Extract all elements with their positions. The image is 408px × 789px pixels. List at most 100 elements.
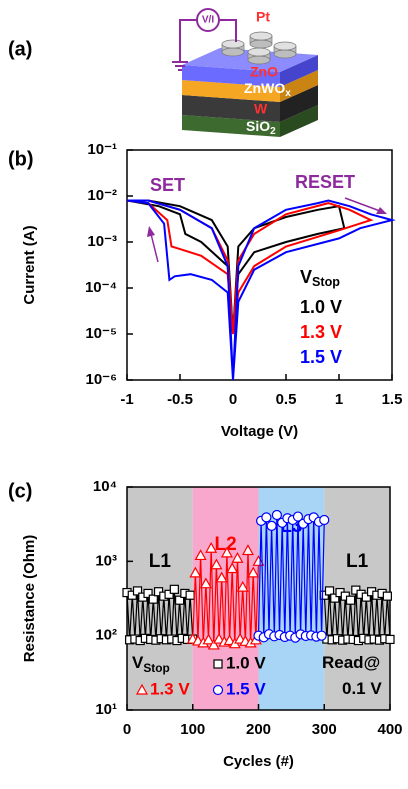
x-tick-label: 1 [335, 391, 343, 408]
x-tick-label: 1.5 [382, 391, 403, 408]
layer [280, 105, 318, 137]
x-tick-label: 0 [229, 391, 237, 408]
layer-label: ZnO [250, 64, 278, 80]
data-point [345, 595, 356, 605]
annotation: 0.1 V [342, 679, 382, 698]
data-point [236, 580, 249, 592]
layer [280, 70, 318, 102]
y-tick-label: 10⁻¹ [87, 141, 117, 158]
series-line [126, 199, 396, 381]
data-point [241, 544, 254, 556]
data-point [199, 577, 212, 589]
legend-marker [135, 683, 149, 695]
x-tick-label: -0.5 [167, 391, 193, 408]
data-point [223, 634, 236, 646]
annotation: 0.1 V [342, 679, 382, 698]
y-tick-label: 10⁻⁵ [85, 325, 117, 342]
data-point [231, 552, 244, 563]
series-line [192, 548, 260, 646]
panel-label: (b) [8, 148, 34, 170]
y-tick-label: 10⁻² [87, 187, 117, 204]
data-point [202, 633, 215, 645]
series-line [257, 514, 325, 638]
x-tick-label: -1 [120, 391, 133, 408]
data-point [292, 511, 304, 522]
legend-title-sub: Stop [312, 275, 340, 289]
y-tick-label: 10⁻³ [87, 233, 117, 250]
data-point [194, 549, 207, 561]
data-point [215, 571, 228, 583]
data-point [169, 584, 179, 594]
annotation: RESET [295, 172, 355, 192]
annotation-sub: Stop [143, 661, 169, 675]
data-point [319, 514, 330, 526]
annotation: Read@ [322, 653, 380, 672]
data-point [185, 590, 195, 600]
data-point [207, 638, 220, 650]
region-label: L1 [346, 551, 369, 572]
layer-label-sub: x [285, 88, 291, 99]
annotation: V [132, 653, 144, 672]
legend-title: V [300, 267, 312, 287]
data-point [261, 512, 272, 523]
layer [182, 115, 280, 137]
arrows [147, 197, 387, 263]
x-axis-label: Voltage (V) [221, 423, 298, 440]
legend-title: VStop [300, 267, 340, 290]
legend-label: 1.5 V [300, 347, 342, 367]
data-point [316, 630, 327, 641]
wiring [172, 8, 237, 71]
annotation: VStop [132, 653, 170, 675]
data-point [210, 558, 223, 570]
x-tick-label: 200 [246, 721, 271, 738]
legend-marker [213, 659, 223, 669]
data-point [252, 555, 265, 566]
layer [280, 85, 318, 122]
series-line [126, 199, 374, 335]
x-axis-label: Cycles (#) [223, 753, 294, 770]
data-point [382, 591, 392, 601]
data-point [324, 586, 335, 596]
data-point [189, 566, 202, 578]
data-point [220, 546, 233, 558]
x-tick-label: 400 [377, 721, 402, 738]
layer-label: ZnWOx [244, 80, 291, 99]
data-point [226, 562, 239, 574]
data-point [385, 634, 395, 645]
layer [280, 55, 318, 87]
source-label: V/I [202, 15, 214, 26]
legend-label: 1.0 V [226, 653, 266, 672]
layer-label-sub: 2 [270, 126, 276, 137]
x-tick-label: 0.5 [276, 391, 297, 408]
region-label: L1 [149, 551, 172, 572]
annotation: SET [150, 175, 185, 195]
layer-label: SiO [246, 118, 270, 134]
plot-frame [126, 149, 393, 381]
layer-label: Pt [256, 9, 270, 25]
series-line [126, 589, 391, 641]
data-point [175, 595, 185, 605]
data-point [132, 586, 143, 596]
panel-label: (c) [8, 480, 32, 502]
data-point [361, 592, 371, 602]
x-tick-label: 100 [180, 721, 205, 738]
y-tick-label: 10³ [95, 552, 117, 569]
y-tick-label: 10⁴ [93, 478, 117, 495]
layer [182, 65, 280, 87]
panel-label: (a) [8, 38, 32, 60]
layer-label: W [254, 101, 268, 117]
legend-label: 1.3 V [150, 679, 190, 698]
y-tick-label: 10¹ [95, 701, 117, 718]
region-label: L2 [215, 534, 237, 555]
x-tick-label: 0 [123, 721, 131, 738]
legend-label: 1.3 V [300, 322, 342, 342]
data-point [271, 509, 283, 521]
annotation: RESET [295, 172, 355, 192]
x-tick-label: 300 [312, 721, 337, 738]
y-tick-label: 10² [95, 627, 117, 644]
data-point [148, 594, 158, 604]
y-tick-label: 10⁻⁴ [85, 279, 117, 296]
schematic: (a) V/I Pt ZnO ZnWOx W SiO2 [8, 8, 318, 137]
legend-label: 1.0 V [300, 297, 342, 317]
